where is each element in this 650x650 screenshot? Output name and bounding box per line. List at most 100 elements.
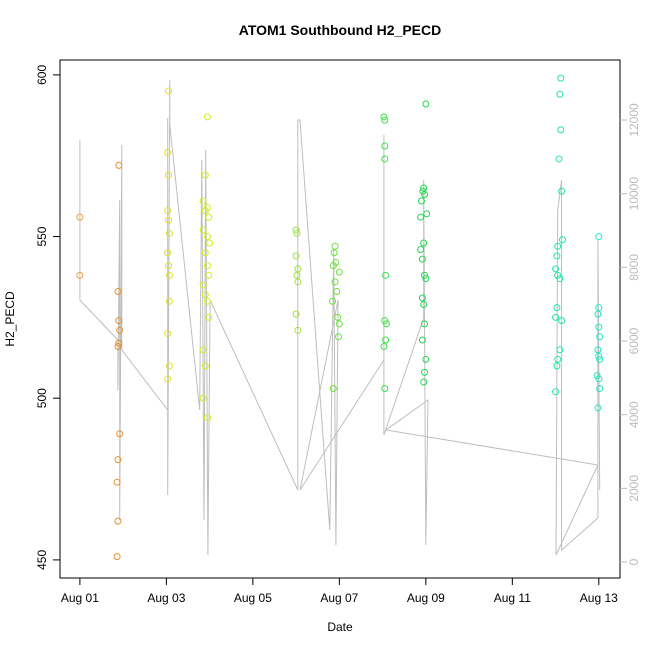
point [335, 320, 343, 328]
y-tick-label: 600 [35, 65, 49, 85]
point [554, 355, 562, 363]
point [422, 275, 430, 283]
x-tick-label: Aug 03 [147, 591, 185, 605]
point [201, 207, 209, 215]
point [418, 294, 426, 302]
point [334, 333, 342, 341]
point [334, 313, 342, 321]
point [381, 155, 389, 163]
point [552, 388, 560, 396]
point [553, 362, 561, 370]
point [293, 271, 301, 279]
point [165, 271, 173, 279]
point [331, 278, 339, 286]
y2-tick-label: 12000 [627, 103, 641, 137]
point [116, 326, 124, 334]
x-tick-label: Aug 01 [61, 591, 99, 605]
point [595, 323, 603, 331]
point [205, 213, 213, 221]
point [330, 249, 338, 257]
point [595, 375, 603, 383]
point [423, 210, 431, 218]
y2-tick-label: 4000 [627, 401, 641, 428]
point [558, 187, 566, 195]
point [382, 336, 390, 344]
point [381, 116, 389, 124]
point [292, 310, 300, 318]
point [557, 74, 565, 82]
point [201, 249, 209, 257]
point [165, 229, 173, 237]
point [556, 275, 564, 283]
x-tick-label: Aug 13 [580, 591, 618, 605]
point [199, 281, 207, 289]
point [558, 317, 566, 325]
point [552, 313, 560, 321]
point [557, 126, 565, 134]
point [115, 317, 123, 325]
point [380, 342, 388, 350]
point [422, 100, 430, 108]
point [382, 320, 390, 328]
y2-tick-label: 8000 [627, 254, 641, 281]
point [164, 148, 172, 156]
point [554, 242, 562, 250]
line [79, 79, 601, 556]
point [418, 197, 426, 205]
point [165, 262, 173, 270]
point [205, 313, 213, 321]
x-tick-label: Aug 09 [407, 591, 445, 605]
x-axis-label: Date [327, 620, 353, 634]
y-tick-label: 450 [35, 550, 49, 570]
point [201, 362, 209, 370]
point [558, 236, 566, 244]
point [418, 255, 426, 263]
point [294, 326, 302, 334]
point [203, 113, 211, 121]
point [556, 90, 564, 98]
point [165, 216, 173, 224]
point [203, 233, 211, 241]
y2-tick-label: 0 [627, 558, 641, 565]
point [114, 456, 122, 464]
point [555, 155, 563, 163]
point [596, 333, 604, 341]
point [418, 336, 426, 344]
point [292, 252, 300, 260]
point [594, 310, 602, 318]
point [333, 288, 341, 296]
point [595, 233, 603, 241]
point [421, 271, 429, 279]
point [420, 184, 428, 192]
point [421, 368, 429, 376]
point [164, 330, 172, 338]
point [294, 278, 302, 286]
point [116, 430, 124, 438]
point [417, 245, 425, 253]
point [199, 394, 207, 402]
point [421, 320, 429, 328]
point [203, 297, 211, 305]
y-tick-label: 500 [35, 388, 49, 408]
point [165, 362, 173, 370]
point [203, 414, 211, 422]
y2-tick-label: 2000 [627, 475, 641, 502]
x-tick-label: Aug 07 [320, 591, 358, 605]
point [205, 271, 213, 279]
y-tick-label: 550 [35, 226, 49, 246]
point [113, 553, 121, 561]
point [381, 385, 389, 393]
point [115, 161, 123, 169]
plot-frame [59, 59, 621, 579]
point [422, 355, 430, 363]
point [164, 207, 172, 215]
point [164, 375, 172, 383]
point [76, 213, 84, 221]
y-axis-label: H2_PECD [3, 291, 17, 347]
point [552, 265, 560, 273]
point [206, 239, 214, 247]
point [114, 517, 122, 525]
point [420, 239, 428, 247]
